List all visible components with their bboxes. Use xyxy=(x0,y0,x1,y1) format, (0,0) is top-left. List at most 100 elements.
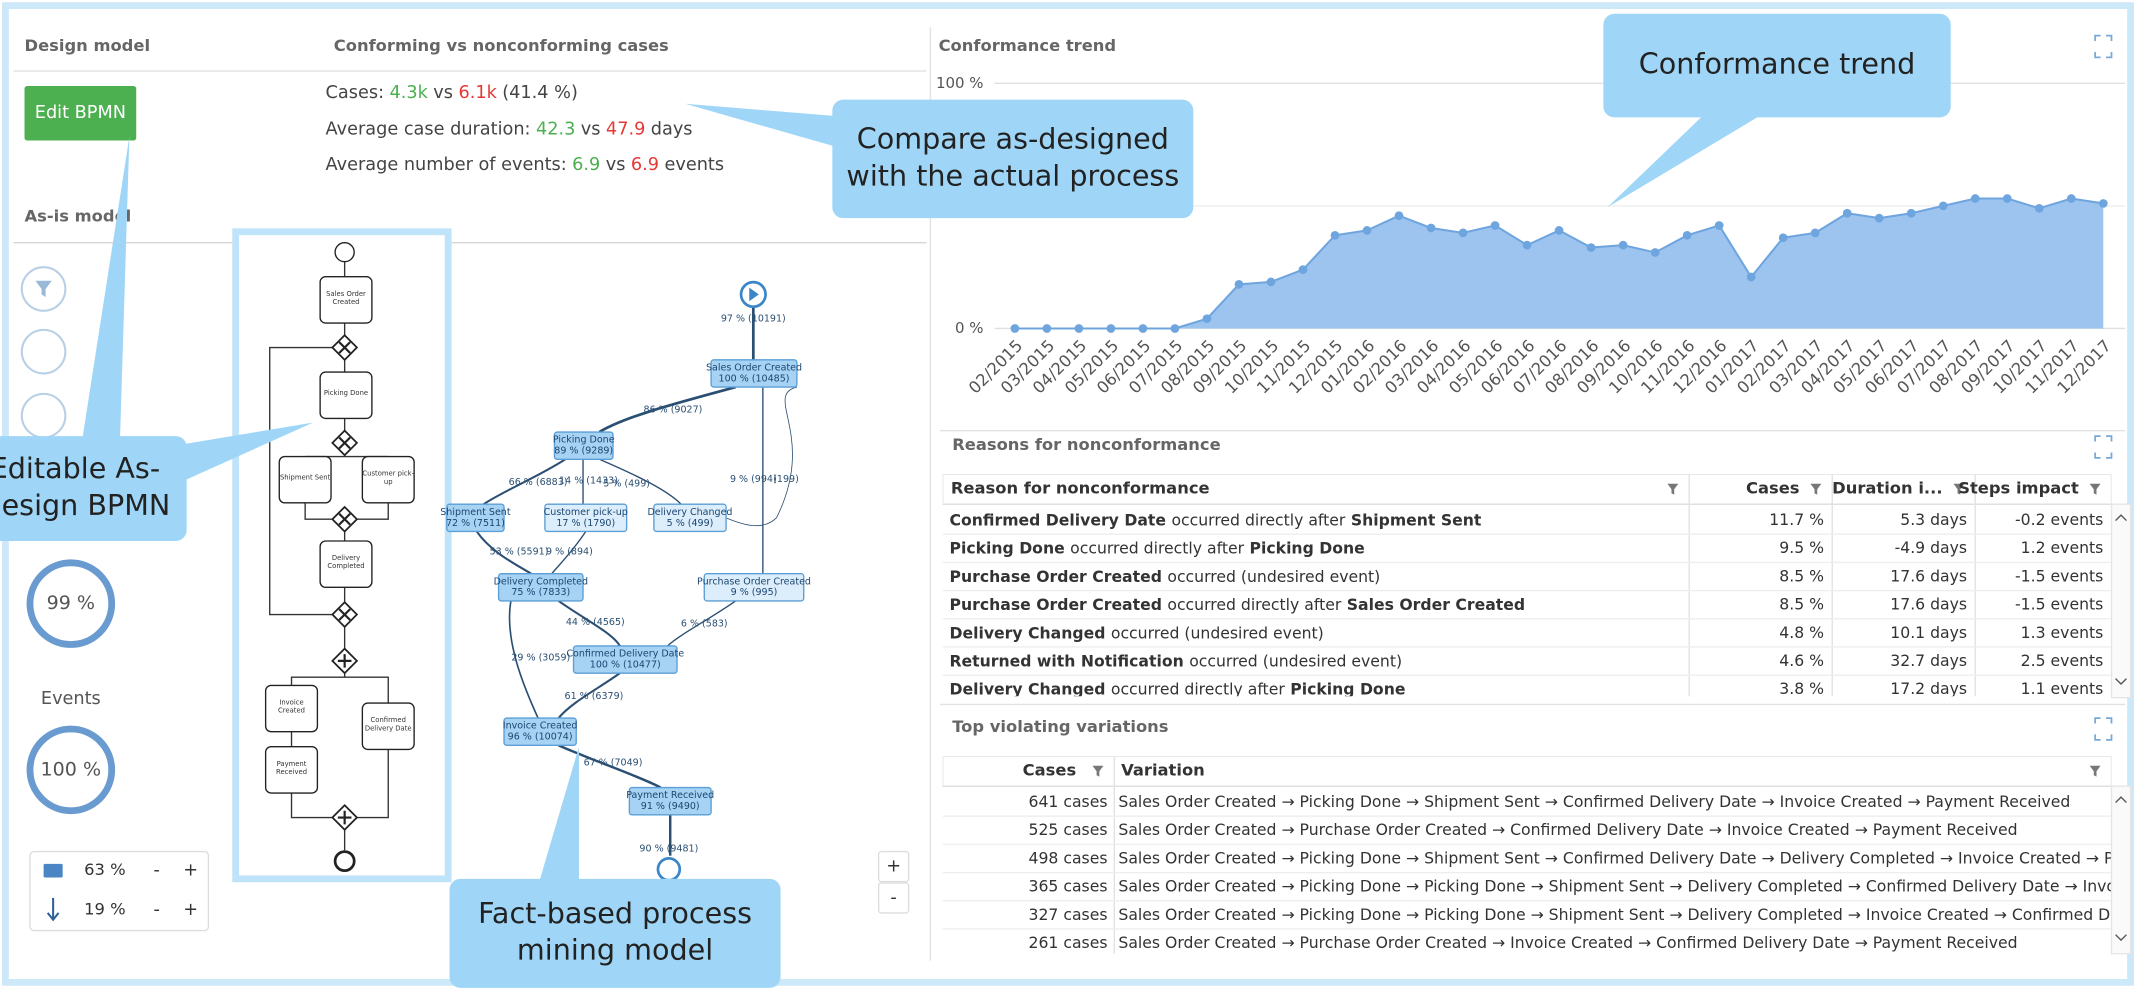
minus-button[interactable]: - xyxy=(153,861,159,881)
stat-line: Average number of events: 6.9 vs 6.9 events xyxy=(326,155,724,175)
cell-duration: 32.7 days xyxy=(1890,651,1967,670)
bpmn-task xyxy=(319,371,373,420)
edge-icon xyxy=(46,897,60,922)
node-stat: 100 % (10485) xyxy=(719,373,790,384)
point xyxy=(1202,314,1212,324)
edge-label: 14 % (1433) xyxy=(559,476,618,487)
zoom-out[interactable] xyxy=(877,882,910,914)
point xyxy=(1970,194,1980,203)
conforming: 6.9 xyxy=(572,155,600,175)
column-filter[interactable] xyxy=(1953,483,1965,495)
zoom-in[interactable] xyxy=(877,850,910,883)
nonconforming: 47.9 xyxy=(606,120,645,140)
node-icon xyxy=(43,863,63,878)
reason-object: Shipment Sent xyxy=(1351,510,1482,529)
bpmn-task xyxy=(264,684,319,733)
column-header: Cases xyxy=(1746,479,1800,498)
callout-text: mining model xyxy=(517,933,713,967)
cell-duration: 5.3 days xyxy=(1900,510,1967,529)
stat-label: Cases: xyxy=(326,83,384,103)
edge-label: 6 % (583) xyxy=(681,619,728,630)
gateway-symbol xyxy=(337,654,352,668)
zoom-label: + xyxy=(886,857,901,877)
variation-path: Sales Order Created → Picking Done → Pic… xyxy=(1118,877,2136,896)
vs: vs xyxy=(581,120,601,140)
expand-icon[interactable] xyxy=(2094,34,2113,59)
column-filter[interactable] xyxy=(1667,483,1679,495)
point xyxy=(2034,203,2044,213)
point xyxy=(1138,324,1148,333)
cell-cases: 8.5 % xyxy=(1779,566,1824,585)
minus-button[interactable]: - xyxy=(153,900,159,920)
cell-duration: -4.9 days xyxy=(1895,538,1967,557)
reason-relation: occurred directly after xyxy=(1111,679,1285,698)
edge-label: 90 % (9481) xyxy=(639,843,698,854)
stat-line: Cases: 4.3k vs 6.1k (41.4 %) xyxy=(326,83,578,103)
suffix: (41.4 %) xyxy=(502,83,578,103)
conforming: 42.3 xyxy=(536,120,575,140)
edge-label: 66 % (6883) xyxy=(509,477,568,488)
scroll-arrow[interactable] xyxy=(2115,796,2127,942)
edit-bpmn-button[interactable] xyxy=(24,86,137,141)
variation-path: Sales Order Created → Purchase Order Cre… xyxy=(1118,820,2017,839)
bpmn-task xyxy=(361,702,415,751)
process-node xyxy=(653,503,727,533)
bpmn-task-label: Picking Done xyxy=(323,389,369,399)
start-icon xyxy=(749,287,759,302)
node-name: Picking Done xyxy=(553,435,615,446)
node-stat: 72 % (7511) xyxy=(446,518,505,529)
cell-cases: 4.8 % xyxy=(1779,623,1824,642)
bpmn-task xyxy=(264,746,319,794)
toolbar xyxy=(20,266,67,439)
plus-button[interactable]: + xyxy=(183,900,198,920)
expand-icon[interactable] xyxy=(2094,435,2113,459)
point xyxy=(1938,201,1948,211)
nonconforming: 6.9 xyxy=(631,155,659,175)
point xyxy=(1266,277,1276,287)
column-filter[interactable] xyxy=(1810,483,1822,495)
connector xyxy=(557,672,621,719)
reason-relation: occurred (undesired event) xyxy=(1111,623,1324,642)
point xyxy=(1746,272,1756,282)
scroll-arrow[interactable] xyxy=(2115,514,2127,685)
gateway-symbol xyxy=(338,341,351,354)
info-button[interactable] xyxy=(20,328,67,375)
point xyxy=(1842,208,1852,218)
view-controls xyxy=(29,850,210,932)
suffix: days xyxy=(651,120,693,140)
button-label[interactable]: Edit BPMN xyxy=(35,103,126,123)
node-name: Payment Received xyxy=(626,790,714,801)
edge-label: 53 % (5591) xyxy=(490,546,549,557)
point xyxy=(1010,324,1020,333)
variation-cases: 525 cases xyxy=(1028,820,1107,839)
panel-title: Design model xyxy=(25,36,151,55)
gateway-symbol xyxy=(338,608,351,621)
point xyxy=(1042,324,1052,333)
column-filter[interactable] xyxy=(1092,765,1104,777)
plus-button[interactable]: + xyxy=(183,861,198,881)
point xyxy=(1522,240,1532,250)
bpmn-task xyxy=(319,540,373,588)
cell-steps: 1.3 events xyxy=(2021,623,2104,642)
callout-text: with the actual process xyxy=(846,158,1179,192)
point xyxy=(1874,213,1884,223)
column-filter[interactable] xyxy=(2089,765,2101,777)
cell-cases: 3.8 % xyxy=(1779,679,1824,698)
bpmn-task-label-box: Sales Order Created xyxy=(326,291,366,307)
cell-steps: -0.2 events xyxy=(2015,510,2103,529)
variation-cases: 261 cases xyxy=(1028,933,1107,952)
node-name: Shipment Sent xyxy=(440,507,511,518)
bpmn-task xyxy=(361,455,415,504)
process-node xyxy=(628,786,712,816)
connector xyxy=(551,531,587,575)
point xyxy=(1618,240,1628,250)
column-filter[interactable] xyxy=(2089,483,2101,495)
edge-label: (199) xyxy=(773,474,799,485)
callout-pointer xyxy=(1607,109,1771,208)
node-stat: 91 % (9490) xyxy=(641,801,700,812)
node-stat: 100 % (10477) xyxy=(590,659,661,670)
settings-button[interactable] xyxy=(20,392,67,439)
node-stat: 96 % (10074) xyxy=(508,732,573,743)
edge-label: 9 % (894) xyxy=(546,546,593,557)
expand-icon[interactable] xyxy=(2094,717,2113,741)
